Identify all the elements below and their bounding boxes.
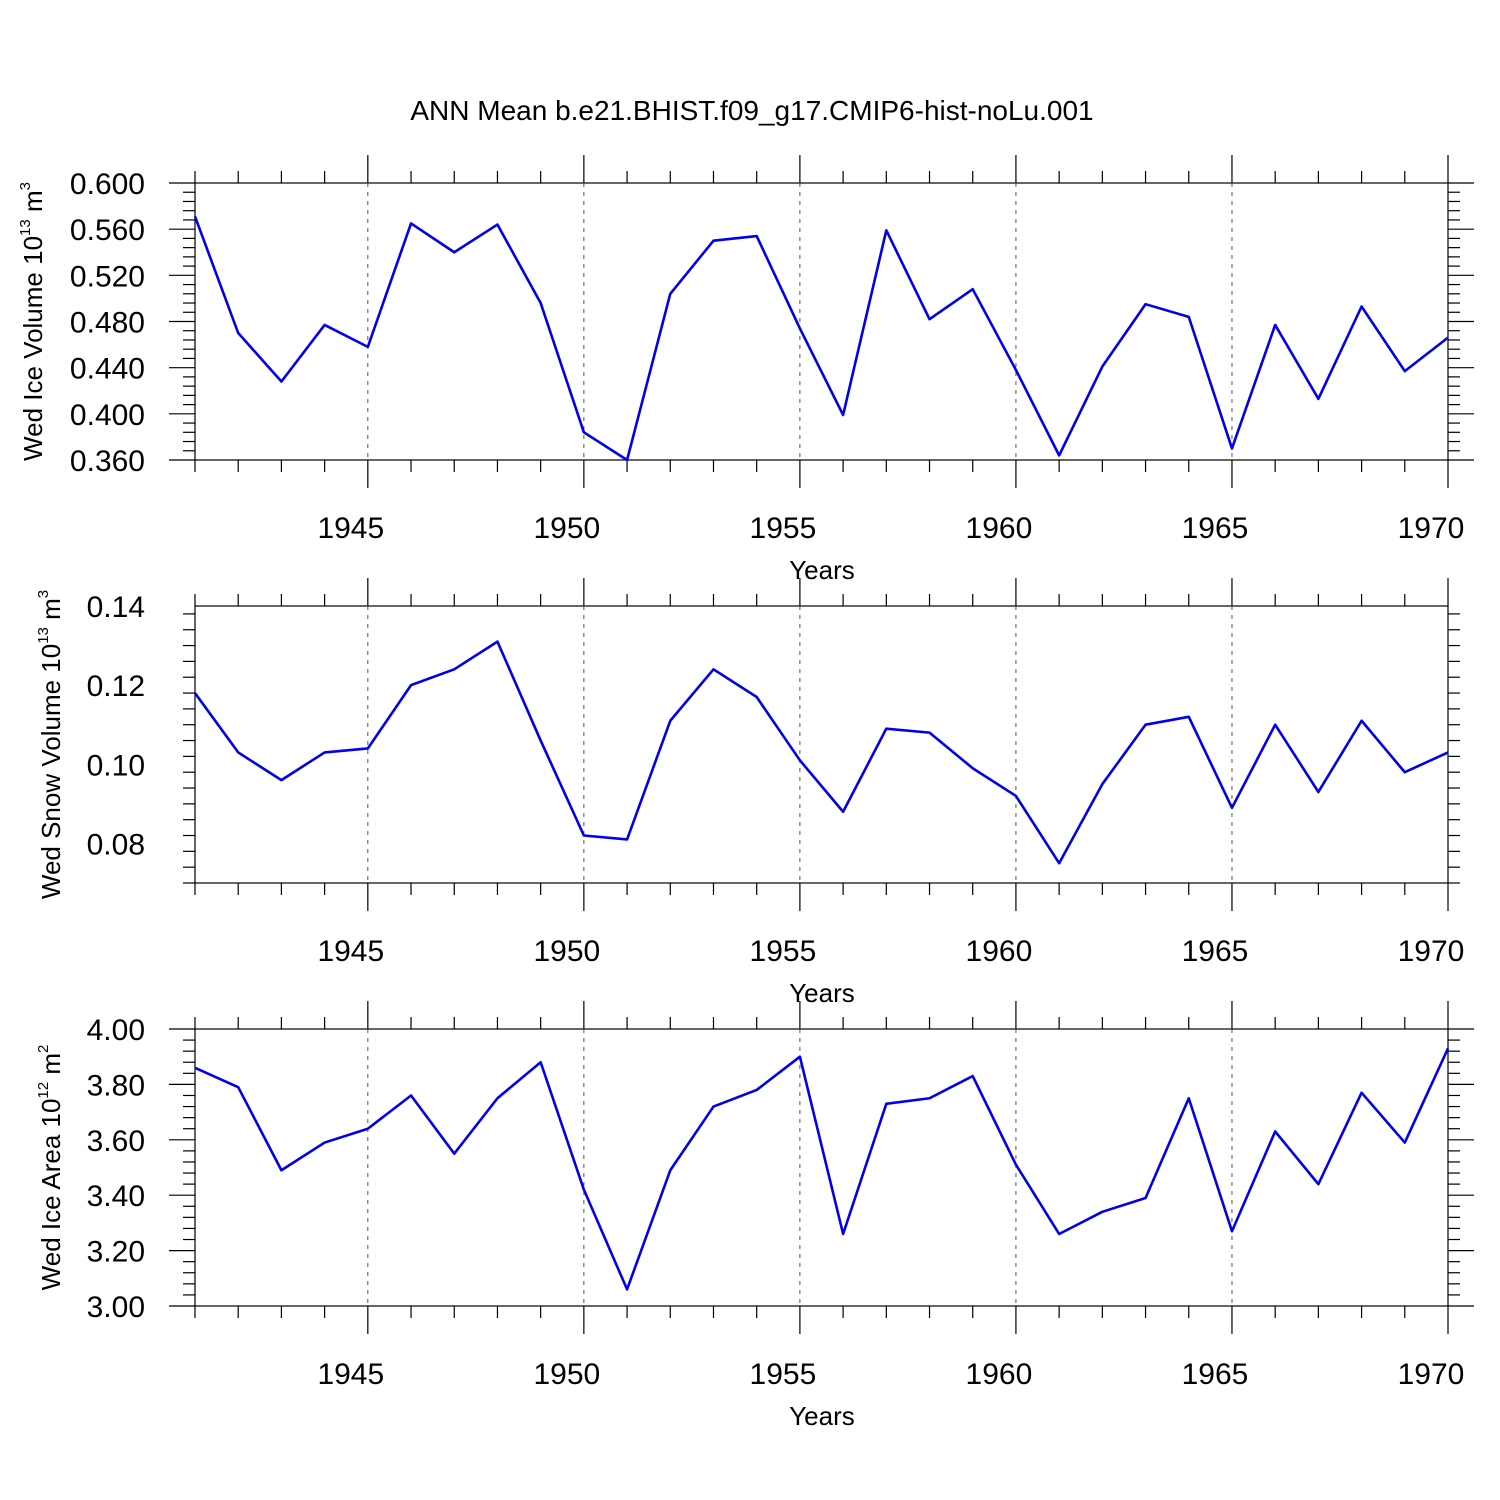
y-tick-label: 3.60 — [87, 1125, 145, 1158]
x-tick-label: 1965 — [1182, 935, 1249, 968]
panel-3: 3.00 3.20 3.40 3.60 3.80 4.00 1945 1950 1955 1960… — [35, 1001, 1474, 1431]
y-axis-label: Wed Snow Volume 1013 m3 — [35, 590, 66, 899]
y-tick-label: 0.600 — [70, 168, 145, 201]
series-line — [193, 640, 1449, 865]
series-line — [194, 1047, 1450, 1291]
x-tick-label: 1945 — [317, 1358, 384, 1391]
y-tick-label: 0.560 — [70, 214, 145, 247]
x-tick-label: 1970 — [1398, 1358, 1465, 1391]
x-tick-label: 1970 — [1398, 935, 1465, 968]
x-tick-label: 1955 — [750, 1358, 817, 1391]
series-line — [193, 216, 1449, 462]
y-tick-label: 0.440 — [70, 353, 145, 386]
y-tick-label: 4.00 — [87, 1014, 145, 1047]
x-tick-label: 1945 — [317, 935, 384, 968]
x-tick-label: 1950 — [533, 512, 600, 545]
x-tick-label: 1955 — [750, 512, 817, 545]
x-tick-label: 1960 — [966, 1358, 1033, 1391]
y-tick-label: 0.12 — [87, 670, 145, 703]
y-tick-label: 0.400 — [70, 399, 145, 432]
x-tick-label: 1970 — [1398, 512, 1465, 545]
y-tick-label: 0.10 — [87, 749, 145, 782]
panel-1: 0.360 0.400 0.440 0.480 0.520 0.560 0.600 1945 1… — [17, 155, 1474, 585]
y-tick-label: 0.480 — [70, 307, 145, 340]
x-axis-label: Years — [789, 555, 855, 585]
x-axis-label: Years — [789, 978, 855, 1008]
figure-title: ANN Mean b.e21.BHIST.f09_g17.CMIP6-hist-… — [410, 95, 1093, 126]
plot-frame — [194, 182, 1449, 461]
y-tick-label: 0.08 — [87, 828, 145, 861]
x-tick-label: 1965 — [1182, 512, 1249, 545]
plot-frame — [194, 1028, 1449, 1307]
y-tick-label: 0.520 — [70, 260, 145, 293]
panel-2: 0.08 0.10 0.12 0.14 1945 1950 1955 1960 1965 1970… — [35, 578, 1464, 1008]
y-tick-label: 0.360 — [70, 445, 145, 478]
x-tick-label: 1950 — [533, 935, 600, 968]
x-tick-label: 1955 — [750, 935, 817, 968]
x-tick-label: 1945 — [317, 512, 384, 545]
x-axis-label: Years — [789, 1401, 855, 1431]
y-axis-label: Wed Ice Area 1012 m2 — [35, 1045, 66, 1291]
y-tick-label: 0.14 — [87, 591, 145, 624]
y-axis-label: Wed Ice Volume 1013 m3 — [17, 182, 48, 461]
plot-frame — [194, 605, 1449, 884]
x-tick-label: 1960 — [966, 512, 1033, 545]
y-tick-label: 3.40 — [87, 1180, 145, 1213]
x-tick-label: 1950 — [533, 1358, 600, 1391]
y-tick-label: 3.00 — [87, 1291, 145, 1324]
x-tick-label: 1960 — [966, 935, 1033, 968]
y-tick-label: 3.20 — [87, 1236, 145, 1269]
y-tick-label: 3.80 — [87, 1069, 145, 1102]
x-tick-label: 1965 — [1182, 1358, 1249, 1391]
